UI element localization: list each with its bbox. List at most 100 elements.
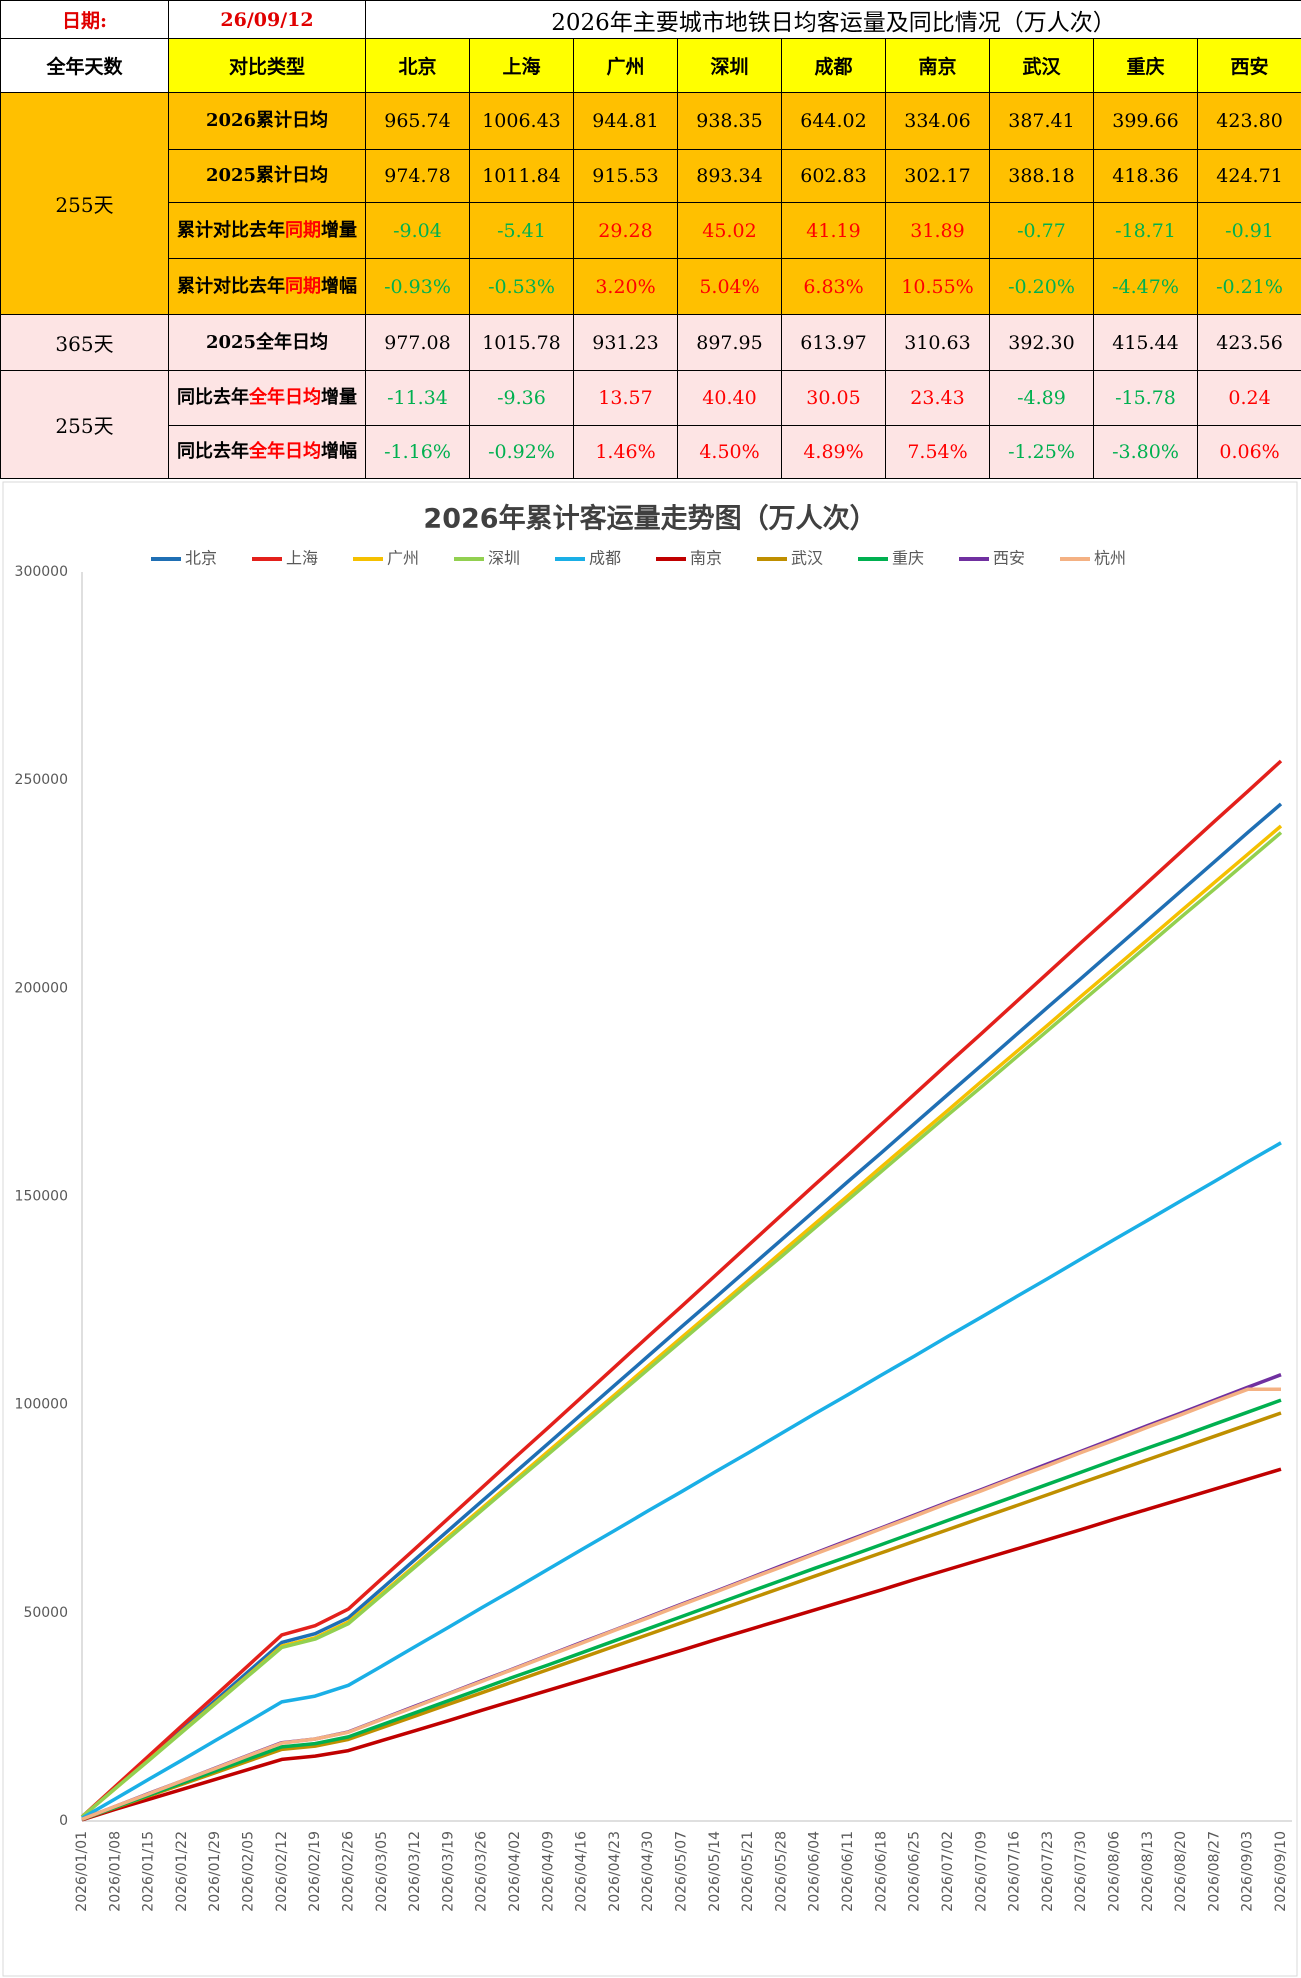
series-line — [80, 759, 1283, 1819]
x-tick-label: 2026/05/07 — [674, 1831, 690, 1912]
title-row: 日期: 26/09/12 2026年主要城市地铁日均客运量及同比情况（万人次） — [0, 0, 1301, 39]
value-cell: 302.17 — [885, 149, 990, 203]
label-part: 同期 — [285, 219, 321, 241]
data-row: 累计对比去年同期增幅 -0.93% -0.53% 3.20% 5.04% 6.83% 10.… — [0, 258, 1301, 315]
legend-label: 武汉 — [791, 549, 823, 568]
x-tick-label: 2026/08/13 — [1140, 1831, 1156, 1912]
value-cell: 13.57 — [573, 370, 678, 426]
x-tick-label: 2026/07/23 — [1040, 1831, 1056, 1912]
value-cell: 423.56 — [1196, 314, 1301, 371]
value-cell: 31.89 — [885, 202, 990, 259]
row-label: 同比去年全年日均增幅 — [168, 425, 366, 479]
label-part: 同期 — [285, 275, 321, 297]
series-line — [81, 1398, 1282, 1821]
row-label: 2025累计日均 — [168, 149, 366, 203]
value-cell: -9.04 — [365, 202, 470, 259]
value-cell: 4.89% — [781, 425, 886, 479]
days-cell: 365天 — [0, 314, 169, 371]
x-tick-label: 2026/01/08 — [107, 1831, 123, 1912]
x-tick-label: 2026/08/06 — [1106, 1831, 1122, 1912]
value-cell: -0.93% — [365, 258, 470, 315]
x-tick-label: 2026/04/23 — [607, 1831, 623, 1912]
value-cell: -4.47% — [1093, 258, 1198, 315]
value-cell: 602.83 — [781, 149, 886, 203]
legend-label: 成都 — [589, 549, 621, 568]
x-tick-label: 2026/04/02 — [507, 1831, 523, 1912]
x-tick-label: 2026/03/26 — [474, 1831, 490, 1912]
x-tick-label: 2026/03/19 — [440, 1831, 456, 1912]
value-cell: 40.40 — [677, 370, 782, 426]
value-cell: 6.83% — [781, 258, 886, 315]
value-cell: -9.36 — [469, 370, 574, 426]
value-cell: -0.20% — [989, 258, 1094, 315]
value-cell: 392.30 — [989, 314, 1094, 371]
series-line — [80, 831, 1283, 1819]
x-tick-label: 2026/05/21 — [740, 1831, 756, 1912]
label-part: 全年日均 — [249, 387, 321, 408]
label-part: 同比去年 — [177, 387, 249, 408]
x-tick-label: 2026/01/22 — [174, 1831, 190, 1912]
header-cell: 重庆 — [1093, 38, 1198, 93]
x-tick-label: 2026/01/29 — [207, 1831, 223, 1912]
chart: 2026年累计客运量走势图（万人次） 0 50000 100000 150000 200… — [2, 481, 1298, 1977]
value-cell: -18.71 — [1093, 202, 1198, 259]
y-tick-label: 50000 — [23, 1605, 68, 1621]
series-line — [80, 824, 1283, 1819]
data-row: 累计对比去年同期增量 -9.04 -5.41 29.28 45.02 41.19 31.89… — [0, 202, 1301, 259]
value-cell: 4.50% — [677, 425, 782, 479]
row-label: 累计对比去年同期增量 — [168, 202, 366, 259]
series-line — [81, 1141, 1282, 1820]
value-cell: 644.02 — [781, 92, 886, 150]
value-cell: 334.06 — [885, 92, 990, 150]
x-tick-label: 2026/07/09 — [973, 1831, 989, 1912]
value-cell: 0.24 — [1196, 370, 1301, 426]
value-cell: 415.44 — [1093, 314, 1198, 371]
x-tick-label: 2026/06/11 — [840, 1831, 856, 1912]
value-cell: -0.77 — [989, 202, 1094, 259]
data-table: 日期: 26/09/12 2026年主要城市地铁日均客运量及同比情况（万人次） 全年天… — [0, 0, 1301, 479]
value-cell: 977.08 — [365, 314, 470, 371]
row-label: 2026累计日均 — [168, 92, 366, 150]
date: 26/09/12 — [168, 0, 366, 39]
y-tick-label: 0 — [59, 1813, 68, 1829]
x-tick-label: 2026/06/25 — [907, 1831, 923, 1912]
header-cell: 成都 — [781, 38, 886, 93]
legend-label: 重庆 — [892, 549, 924, 568]
value-cell: 1006.43 — [469, 92, 574, 150]
series-line — [81, 1411, 1282, 1821]
header-cell: 广州 — [573, 38, 678, 93]
y-tick-label: 100000 — [15, 1397, 68, 1413]
days-cell: 255天 — [0, 92, 169, 315]
x-tick-label: 2026/08/27 — [1206, 1831, 1222, 1912]
value-cell: -0.21% — [1196, 258, 1301, 315]
x-tick-label: 2026/08/20 — [1173, 1831, 1189, 1912]
header-cell: 西安 — [1196, 38, 1301, 93]
y-tick-label: 300000 — [15, 564, 68, 580]
x-tick-label: 2026/02/26 — [340, 1831, 356, 1912]
value-cell: 1015.78 — [469, 314, 574, 371]
x-tick-label: 2026/07/02 — [940, 1831, 956, 1912]
legend-label: 西安 — [993, 549, 1025, 568]
label-part: 同比去年 — [177, 441, 249, 462]
y-tick-label: 250000 — [15, 772, 68, 788]
value-cell: 399.66 — [1093, 92, 1198, 150]
row-label: 同比去年全年日均增量 — [168, 370, 366, 426]
x-tick-label: 2026/06/04 — [807, 1831, 823, 1912]
header-cell: 对比类型 — [168, 38, 366, 93]
value-cell: -1.16% — [365, 425, 470, 479]
legend-label: 北京 — [185, 549, 217, 568]
value-cell: 1.46% — [573, 425, 678, 479]
value-cell: 424.71 — [1196, 149, 1301, 203]
value-cell: 310.63 — [885, 314, 990, 371]
x-tick-label: 2026/01/15 — [141, 1831, 157, 1912]
value-cell: 974.78 — [365, 149, 470, 203]
x-tick-label: 2026/09/10 — [1273, 1831, 1289, 1912]
header-cell: 武汉 — [989, 38, 1094, 93]
x-tick-label: 2026/06/18 — [873, 1831, 889, 1912]
value-cell: 423.80 — [1196, 92, 1301, 150]
header-cell: 南京 — [885, 38, 990, 93]
legend-label: 广州 — [387, 549, 419, 568]
value-cell: 3.20% — [573, 258, 678, 315]
legend-label: 杭州 — [1094, 549, 1126, 568]
label-part: 增量 — [321, 387, 357, 408]
